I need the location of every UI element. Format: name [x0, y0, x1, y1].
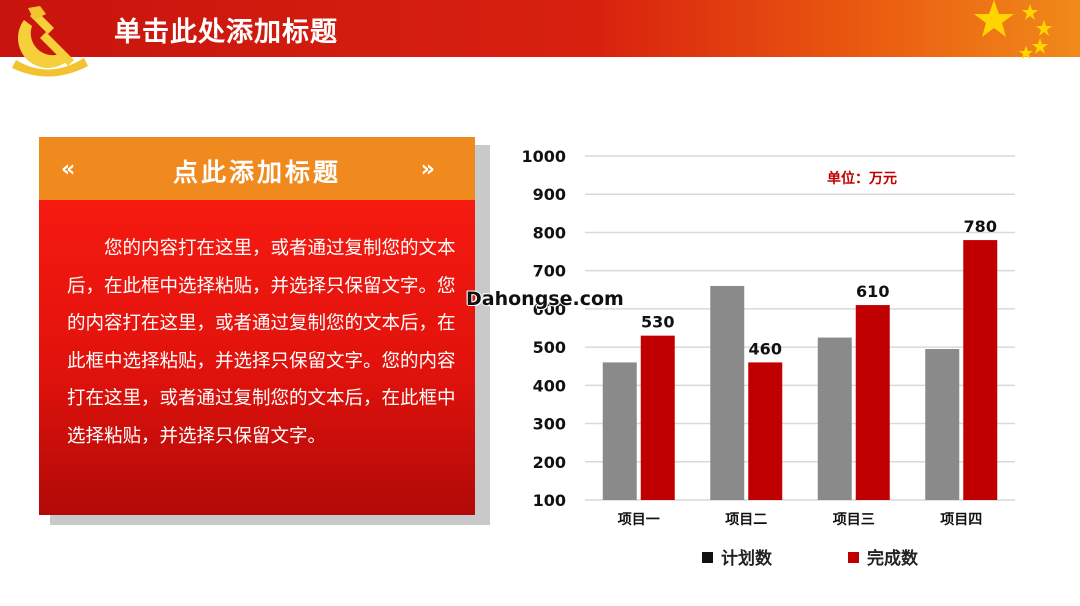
plan-bar	[602, 362, 637, 500]
y-tick-label: 600	[533, 300, 566, 319]
data-label: 460	[749, 339, 782, 358]
unit-annotation: 单位：万元	[827, 170, 897, 187]
y-tick-label: 800	[533, 223, 566, 242]
header-bar	[0, 0, 1080, 57]
done-bar	[640, 335, 675, 500]
plan-bar	[817, 337, 852, 500]
y-tick-label: 1000	[521, 147, 566, 166]
chevron-left-icon: «	[61, 157, 76, 182]
done-bar	[963, 240, 998, 501]
data-label: 610	[856, 282, 889, 301]
stars-icon	[974, 0, 1052, 59]
data-label: 530	[641, 313, 674, 332]
slide-title[interactable]: 单击此处添加标题	[114, 17, 338, 48]
card-header: « 点此添加标题 »	[39, 137, 475, 200]
done-bar	[748, 362, 783, 500]
done-bar	[855, 305, 890, 500]
plan-bar	[925, 349, 960, 500]
y-tick-label: 300	[533, 415, 566, 434]
plan-bar	[710, 285, 745, 500]
x-tick-label: 项目二	[725, 512, 767, 528]
chevron-right-icon: »	[420, 157, 435, 182]
y-tick-label: 100	[533, 491, 566, 510]
x-tick-label: 项目三	[833, 512, 875, 528]
party-emblem-icon	[12, 6, 88, 77]
card-body: 您的内容打在这里，或者通过复制您的文本后，在此框中选择粘贴，并选择只保留文字。您…	[39, 200, 475, 515]
y-tick-label: 500	[533, 338, 566, 357]
card-body-text[interactable]: 您的内容打在这里，或者通过复制您的文本后，在此框中选择粘贴，并选择只保留文字。您…	[67, 238, 456, 447]
x-tick-label: 项目一	[618, 512, 660, 528]
y-tick-label: 900	[533, 185, 566, 204]
y-tick-label: 400	[533, 376, 566, 395]
card-title[interactable]: 点此添加标题	[172, 158, 341, 187]
watermark: Dahongse.com	[466, 288, 624, 310]
x-tick-label: 项目四	[940, 512, 982, 528]
legend-label: 完成数	[867, 548, 919, 569]
y-tick-label: 200	[533, 453, 566, 472]
legend-label: 计划数	[721, 548, 773, 569]
content-card: « 点此添加标题 » 您的内容打在这里，或者通过复制您的文本后，在此框中选择粘贴…	[39, 137, 475, 515]
legend-swatch	[848, 552, 859, 563]
legend-swatch	[702, 552, 713, 563]
data-label: 780	[964, 217, 997, 236]
y-tick-label: 700	[533, 262, 566, 281]
